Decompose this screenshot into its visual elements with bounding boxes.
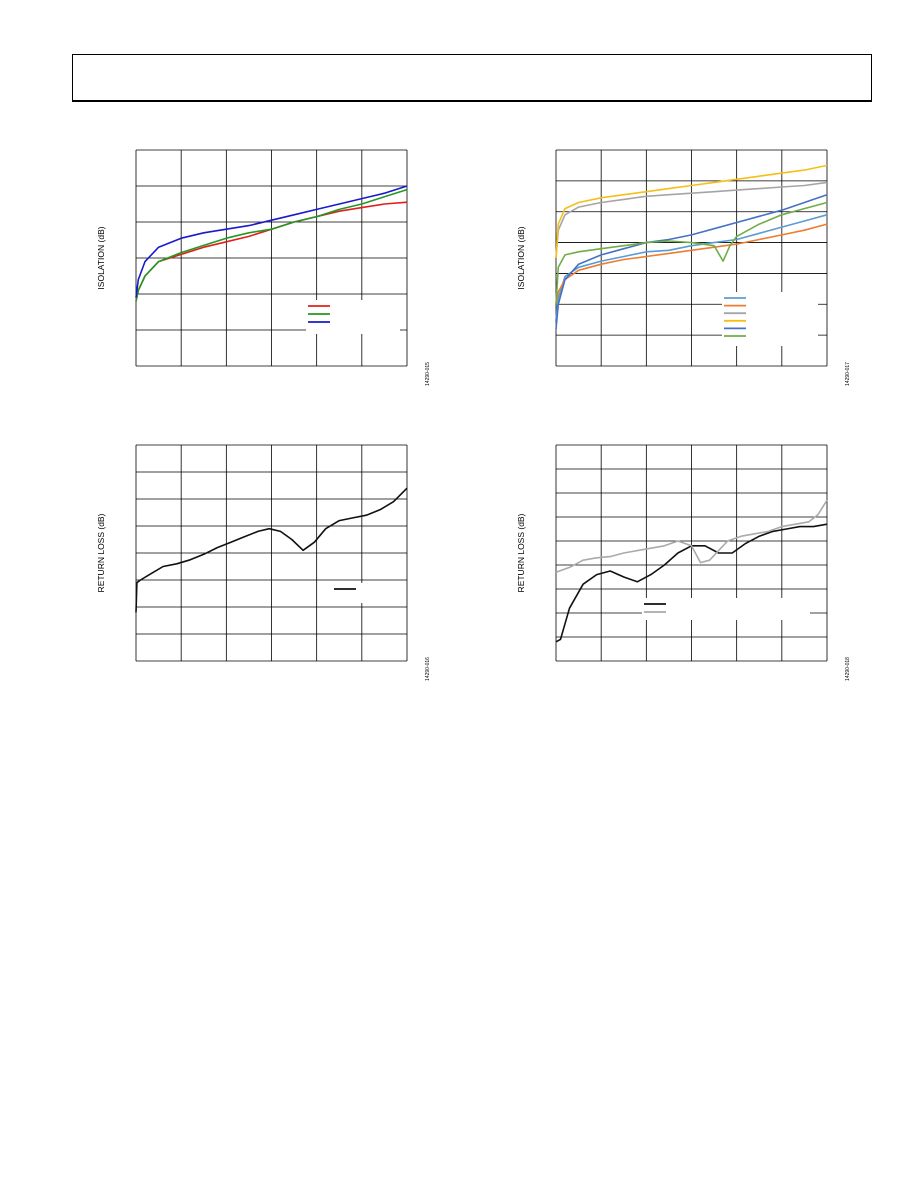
plot-grid <box>135 149 408 367</box>
figure-id: 14290-017 <box>845 362 851 386</box>
isolation-chart-1: ISOLATION (dB) 14290-015 <box>96 149 431 386</box>
series-line-5 <box>555 193 828 330</box>
y-axis-label: RETURN LOSS (dB) <box>96 513 106 592</box>
series-line-1 <box>555 523 828 643</box>
y-axis-label: ISOLATION (dB) <box>96 226 106 289</box>
legend <box>642 598 810 620</box>
plot-grid <box>555 444 828 662</box>
series-line-3 <box>135 185 408 298</box>
return-loss-chart-2: RETURN LOSS (dB) 14290-018 <box>516 444 851 681</box>
legend-box <box>642 598 810 620</box>
figure-id: 14290-018 <box>845 657 851 681</box>
legend <box>332 583 402 603</box>
isolation-chart-2: ISOLATION (dB) 14290-017 <box>516 149 851 386</box>
series-line-6 <box>555 201 828 305</box>
series-line-2 <box>555 499 828 573</box>
legend <box>722 292 818 346</box>
series-line-1 <box>135 487 408 613</box>
page-header-box <box>72 54 872 102</box>
y-axis-label: ISOLATION (dB) <box>516 226 526 289</box>
legend-box <box>722 292 818 346</box>
figure-id: 14290-015 <box>425 362 431 386</box>
series-line-2 <box>135 188 408 302</box>
plot-grid <box>135 444 408 662</box>
return-loss-chart-1: RETURN LOSS (dB) 14290-016 <box>96 444 431 681</box>
legend-box <box>332 583 402 603</box>
series-line-4 <box>555 164 828 259</box>
figure-id: 14290-016 <box>425 657 431 681</box>
series-line-3 <box>555 181 828 259</box>
series-line-2 <box>555 223 828 305</box>
y-axis-label: RETURN LOSS (dB) <box>516 513 526 592</box>
legend <box>306 300 400 334</box>
